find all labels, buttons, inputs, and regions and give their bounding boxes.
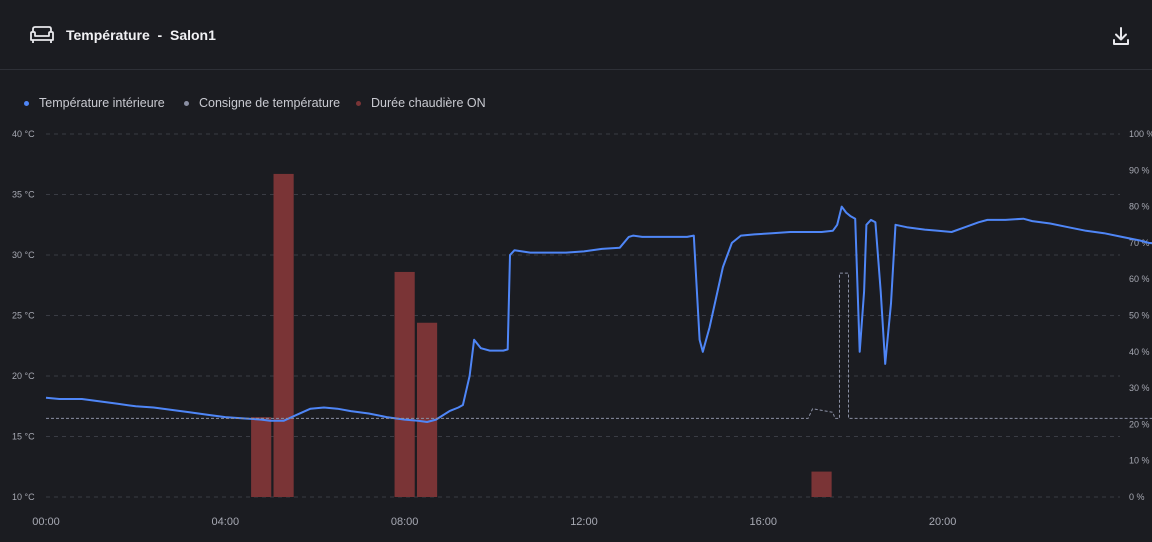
chart-title: Température - Salon1 (66, 27, 216, 43)
boiler-bar (394, 271, 415, 497)
y-right-tick-label: 10 % (1129, 456, 1150, 466)
y-right-tick-label: 30 % (1129, 383, 1150, 393)
legend-label: Consigne de température (199, 96, 341, 110)
x-tick-label: 08:00 (391, 516, 419, 528)
boiler-bar (416, 322, 438, 497)
y-right-tick-label: 20 % (1129, 419, 1150, 429)
legend-dot (184, 101, 189, 106)
x-tick-label: 16:00 (750, 516, 778, 528)
y-left-tick-label: 25 °C (12, 311, 35, 321)
y-right-tick-label: 80 % (1129, 202, 1150, 212)
legend-dot (24, 101, 29, 106)
setpoint-line (46, 272, 1152, 419)
y-right-tick-label: 100 % (1129, 129, 1152, 139)
temperature-chart: 10 °C 15 °C 20 °C 25 °C 30 °C 35 °C 40 °C 0 % 10… (12, 129, 1152, 528)
y-right-tick-label: 60 % (1129, 274, 1150, 284)
indoor-temperature-line (45, 205, 1152, 423)
y-right-tick-label: 0 % (1129, 492, 1145, 502)
legend-label: Température intérieure (39, 96, 165, 110)
boiler-bar (811, 471, 832, 497)
legend-dot (356, 101, 361, 106)
y-left-tick-label: 20 °C (12, 371, 35, 381)
y-left-tick-label: 40 °C (12, 129, 35, 139)
x-tick-label: 00:00 (32, 516, 60, 528)
legend-label: Durée chaudière ON (371, 96, 486, 110)
sofa-icon (30, 26, 54, 43)
y-right-tick-label: 90 % (1129, 165, 1150, 175)
y-left-tick-label: 15 °C (12, 432, 35, 442)
y-right-tick-label: 50 % (1129, 311, 1150, 321)
download-icon[interactable] (1108, 24, 1134, 50)
x-tick-label: 20:00 (929, 516, 957, 528)
y-right-tick-label: 70 % (1129, 238, 1150, 248)
y-right-tick-label: 40 % (1129, 347, 1150, 357)
x-tick-label: 04:00 (212, 516, 240, 528)
card-header: Température - Salon1 (0, 0, 1152, 70)
boiler-bar (273, 173, 294, 497)
y-left-tick-label: 35 °C (12, 190, 35, 200)
boiler-bar (251, 417, 272, 497)
y-left-tick-label: 30 °C (12, 250, 35, 260)
x-tick-label: 12:00 (570, 516, 598, 528)
y-left-tick-label: 10 °C (12, 492, 35, 502)
